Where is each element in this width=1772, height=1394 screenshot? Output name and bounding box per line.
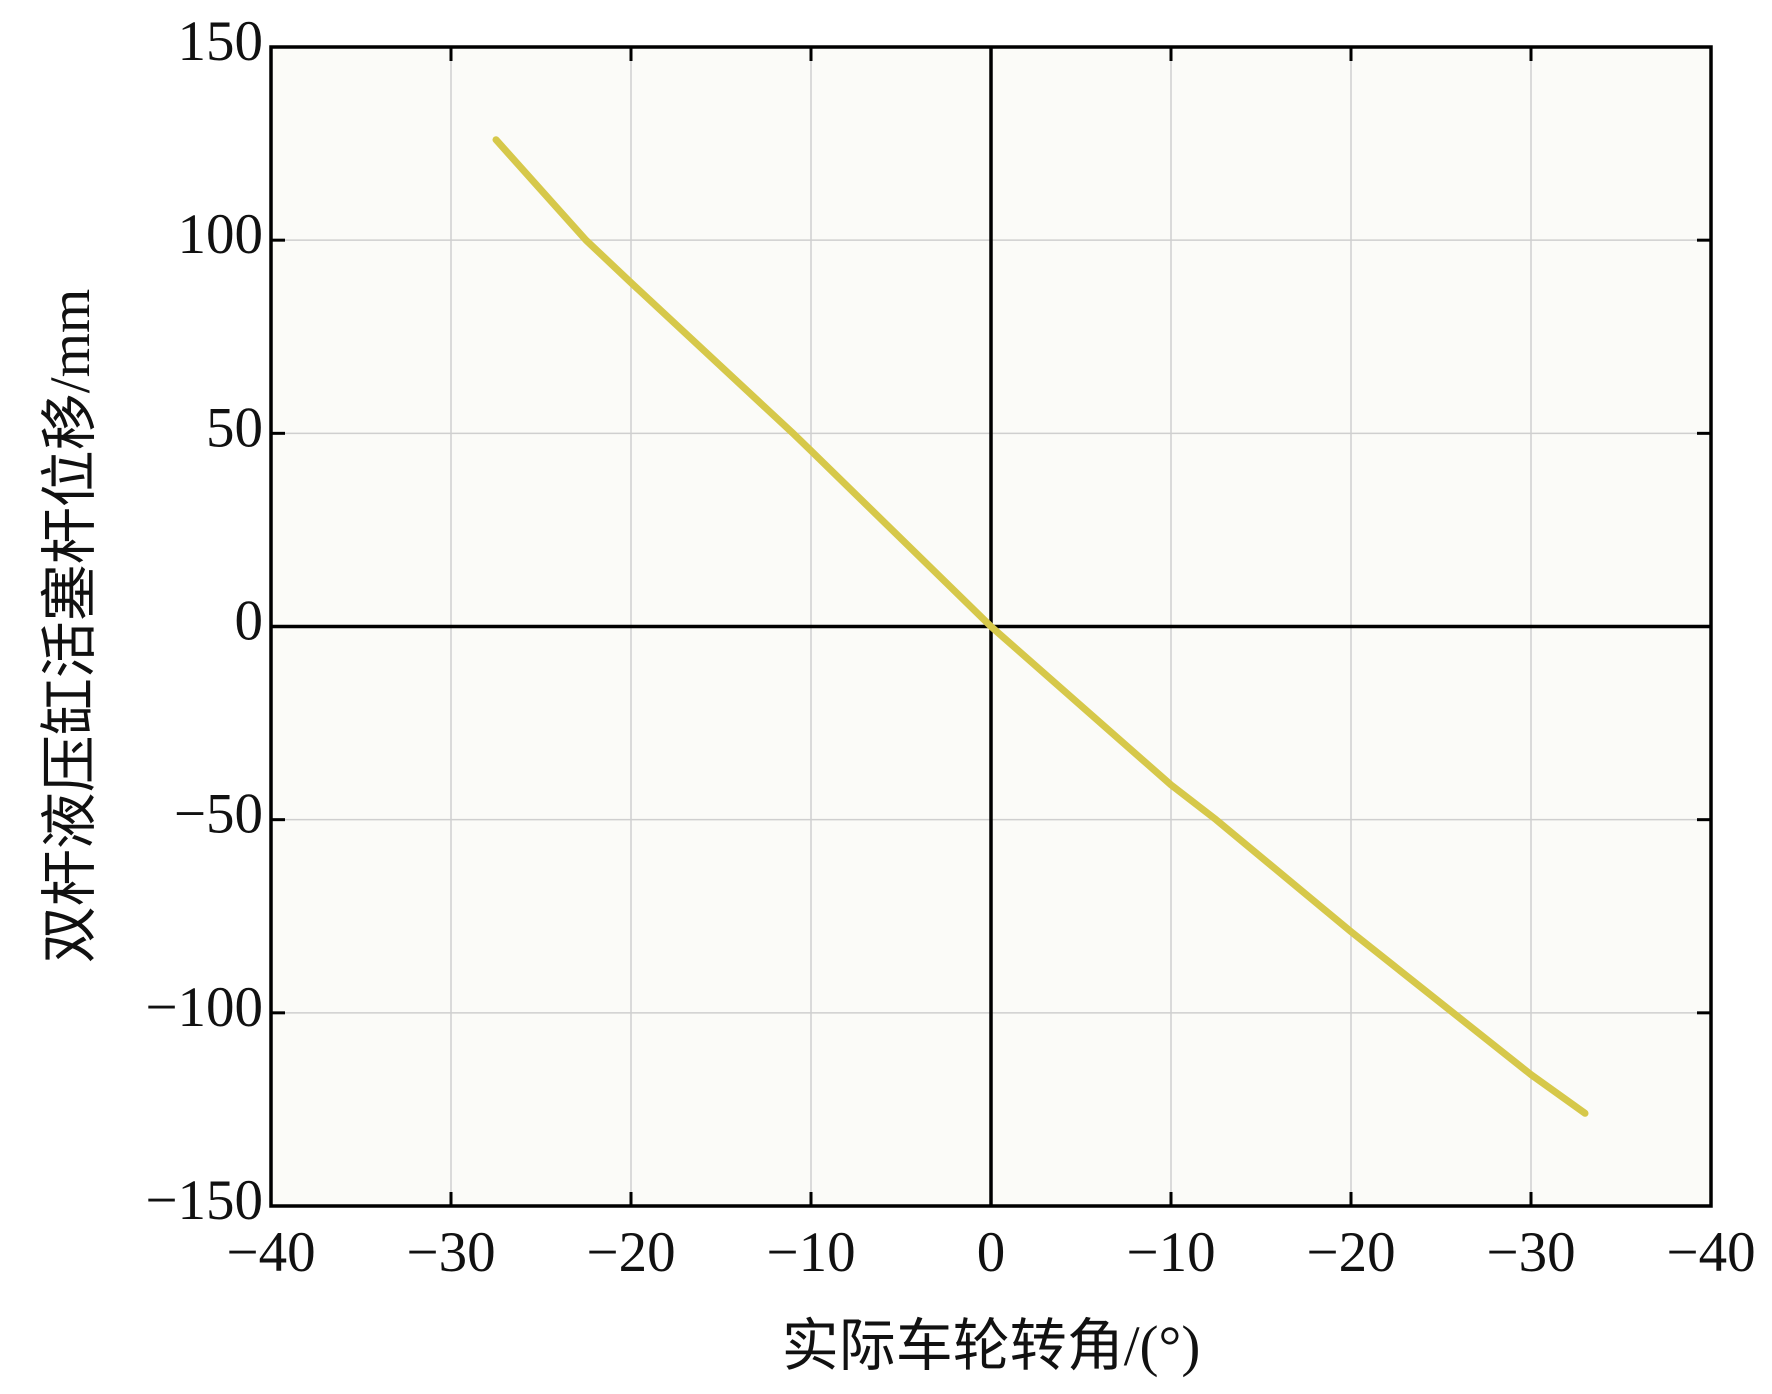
y-tick-label: −150 <box>145 1169 263 1232</box>
x-tick-label: −40 <box>226 1221 315 1284</box>
x-tick-label: −20 <box>1306 1221 1395 1284</box>
plot-frame <box>269 45 1713 1208</box>
y-tick-label: 100 <box>178 203 264 266</box>
x-tick-label: −40 <box>1666 1221 1755 1284</box>
y-tick-label: 50 <box>206 396 263 459</box>
y-tick-label: −100 <box>145 976 263 1039</box>
x-tick-label: 0 <box>977 1221 1006 1284</box>
x-tick-label: −30 <box>406 1221 495 1284</box>
x-tick-label: −30 <box>1486 1221 1575 1284</box>
data-line <box>492 136 1589 1117</box>
x-tick-label: −10 <box>1126 1221 1215 1284</box>
y-tick-label: 0 <box>235 590 264 653</box>
x-axis-title: 实际车轮转角/(°) <box>782 1315 1201 1378</box>
y-tick-label: 150 <box>178 10 264 73</box>
y-tick-label: −50 <box>174 783 263 846</box>
x-tick-label: −20 <box>586 1221 675 1284</box>
x-tick-label: −10 <box>766 1221 855 1284</box>
y-axis-title: 双杆液压缸活塞杆位移/mm <box>39 289 102 964</box>
